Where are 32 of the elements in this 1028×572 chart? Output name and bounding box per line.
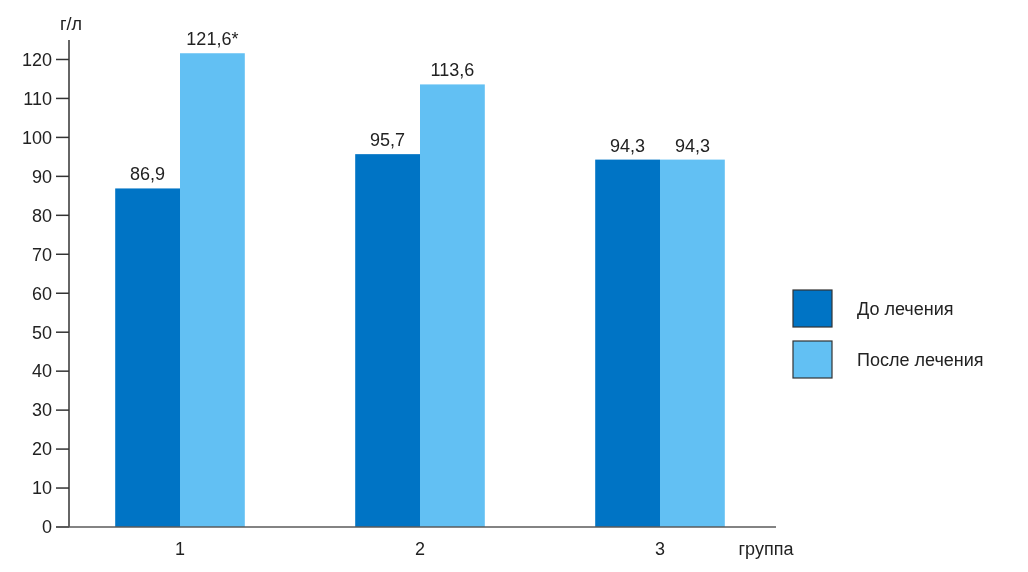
y-tick-label: 30 (31, 400, 52, 421)
y-tick-label: 80 (31, 205, 52, 226)
y-tick-label: 40 (31, 361, 52, 382)
bar (420, 84, 485, 527)
legend-label: До лечения (857, 298, 954, 319)
data-label: 86,9 (130, 164, 166, 185)
data-label: 94,3 (674, 135, 710, 156)
y-tick-label: 60 (31, 283, 52, 304)
x-axis-title: группа (738, 539, 795, 559)
y-tick-label: 100 (21, 127, 52, 148)
y-axis-title: г/л (59, 14, 83, 34)
y-tick-label: 0 (41, 517, 52, 538)
x-tick-label: 1 (174, 539, 186, 559)
y-tick-label: 110 (23, 88, 52, 109)
y-tick-label: 120 (21, 49, 52, 70)
bar (355, 154, 420, 527)
legend-label: После лечения (857, 349, 984, 370)
y-tick-label: 90 (31, 166, 52, 187)
bar (595, 159, 660, 527)
y-tick-label: 50 (31, 322, 52, 343)
y-tick-label: 10 (31, 478, 52, 499)
data-label: 121,6* (186, 29, 239, 50)
x-tick-label: 3 (654, 539, 666, 559)
x-tick-label: 2 (414, 539, 426, 559)
bar (115, 188, 180, 527)
data-label: 95,7 (370, 130, 406, 151)
data-label: 113,6 (430, 60, 475, 81)
y-tick-label: 20 (31, 439, 52, 460)
bar (660, 159, 725, 527)
data-label: 94,3 (610, 135, 646, 156)
bar (180, 53, 245, 527)
y-tick-label: 70 (31, 244, 52, 265)
